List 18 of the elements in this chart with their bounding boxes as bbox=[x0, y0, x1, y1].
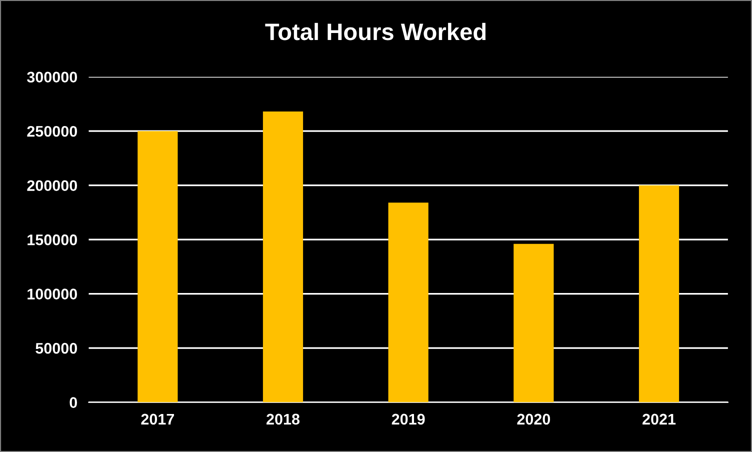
y-tick-label: 50000 bbox=[36, 342, 78, 354]
bar bbox=[138, 131, 178, 402]
y-tick-label: 250000 bbox=[27, 126, 78, 137]
y-tick-label: 300000 bbox=[27, 72, 78, 83]
bar bbox=[262, 112, 304, 402]
x-tick-label: 2018 bbox=[266, 414, 300, 425]
x-tick-label: 2021 bbox=[642, 414, 676, 425]
x-tick-label: 2020 bbox=[517, 414, 550, 425]
x-tick-label: 2019 bbox=[392, 414, 425, 425]
y-tick-label: 0 bbox=[70, 397, 77, 408]
y-tick-label: 150000 bbox=[28, 234, 78, 246]
chart-title: Total Hours Worked bbox=[265, 22, 486, 40]
bar bbox=[388, 202, 428, 402]
bar bbox=[638, 185, 680, 402]
x-tick-label: 2017 bbox=[141, 414, 174, 425]
y-tick-label: 200000 bbox=[27, 180, 78, 192]
bar bbox=[514, 244, 554, 402]
y-tick-label: 100000 bbox=[28, 288, 78, 300]
